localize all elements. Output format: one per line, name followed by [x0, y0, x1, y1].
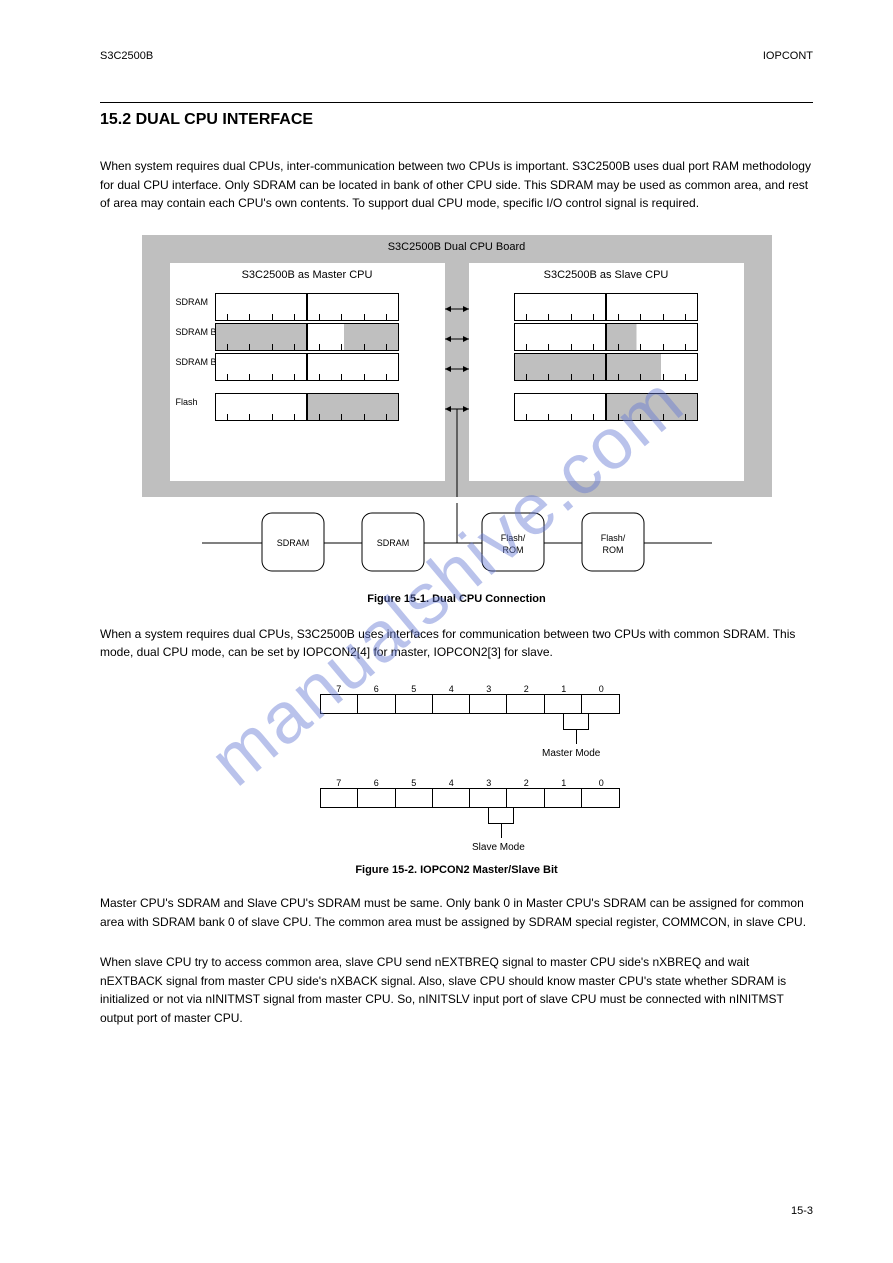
bitfield-header: 76 54 32 10	[320, 684, 620, 694]
bitfield-header: 76 54 32 10	[320, 778, 620, 788]
header-right: IOPCONT	[763, 50, 813, 62]
figure-2-label: Figure 15-2. IOPCON2 Master/Slave Bit	[100, 864, 813, 876]
svg-text:SDRAM: SDRAM	[276, 538, 309, 548]
bitfield-slave: 76 54 32 10 Slave Mode	[100, 778, 813, 854]
arrow-layer	[142, 235, 772, 497]
svg-text:ROM: ROM	[502, 545, 523, 555]
bitfield-slave-label: Slave Mode	[472, 842, 525, 853]
paragraph-4: When slave CPU try to access common area…	[100, 953, 813, 1027]
bus-row: SDRAM SDRAM Flash/ ROM Flash/ ROM	[142, 503, 772, 589]
footer-right: 15-3	[791, 1205, 813, 1217]
figure-1-label: Figure 15-1. Dual CPU Connection	[100, 593, 813, 605]
dual-cpu-diagram: S3C2500B Dual CPU Board S3C2500B as Mast…	[142, 235, 772, 497]
svg-text:Flash/: Flash/	[600, 533, 625, 543]
paragraph-2: When a system requires dual CPUs, S3C250…	[100, 625, 813, 662]
section-title: 15.2 DUAL CPU INTERFACE	[100, 111, 813, 129]
svg-text:SDRAM: SDRAM	[376, 538, 409, 548]
paragraph-1: When system requires dual CPUs, inter-co…	[100, 157, 813, 213]
svg-text:ROM: ROM	[602, 545, 623, 555]
header-left: S3C2500B	[100, 50, 153, 62]
bitfield-master-label: Master Mode	[542, 748, 600, 759]
paragraph-3: Master CPU's SDRAM and Slave CPU's SDRAM…	[100, 894, 813, 931]
header-rule	[100, 102, 813, 103]
bitfield-master: 76 54 32 10 Master Mode	[100, 684, 813, 760]
svg-text:Flash/: Flash/	[500, 533, 525, 543]
